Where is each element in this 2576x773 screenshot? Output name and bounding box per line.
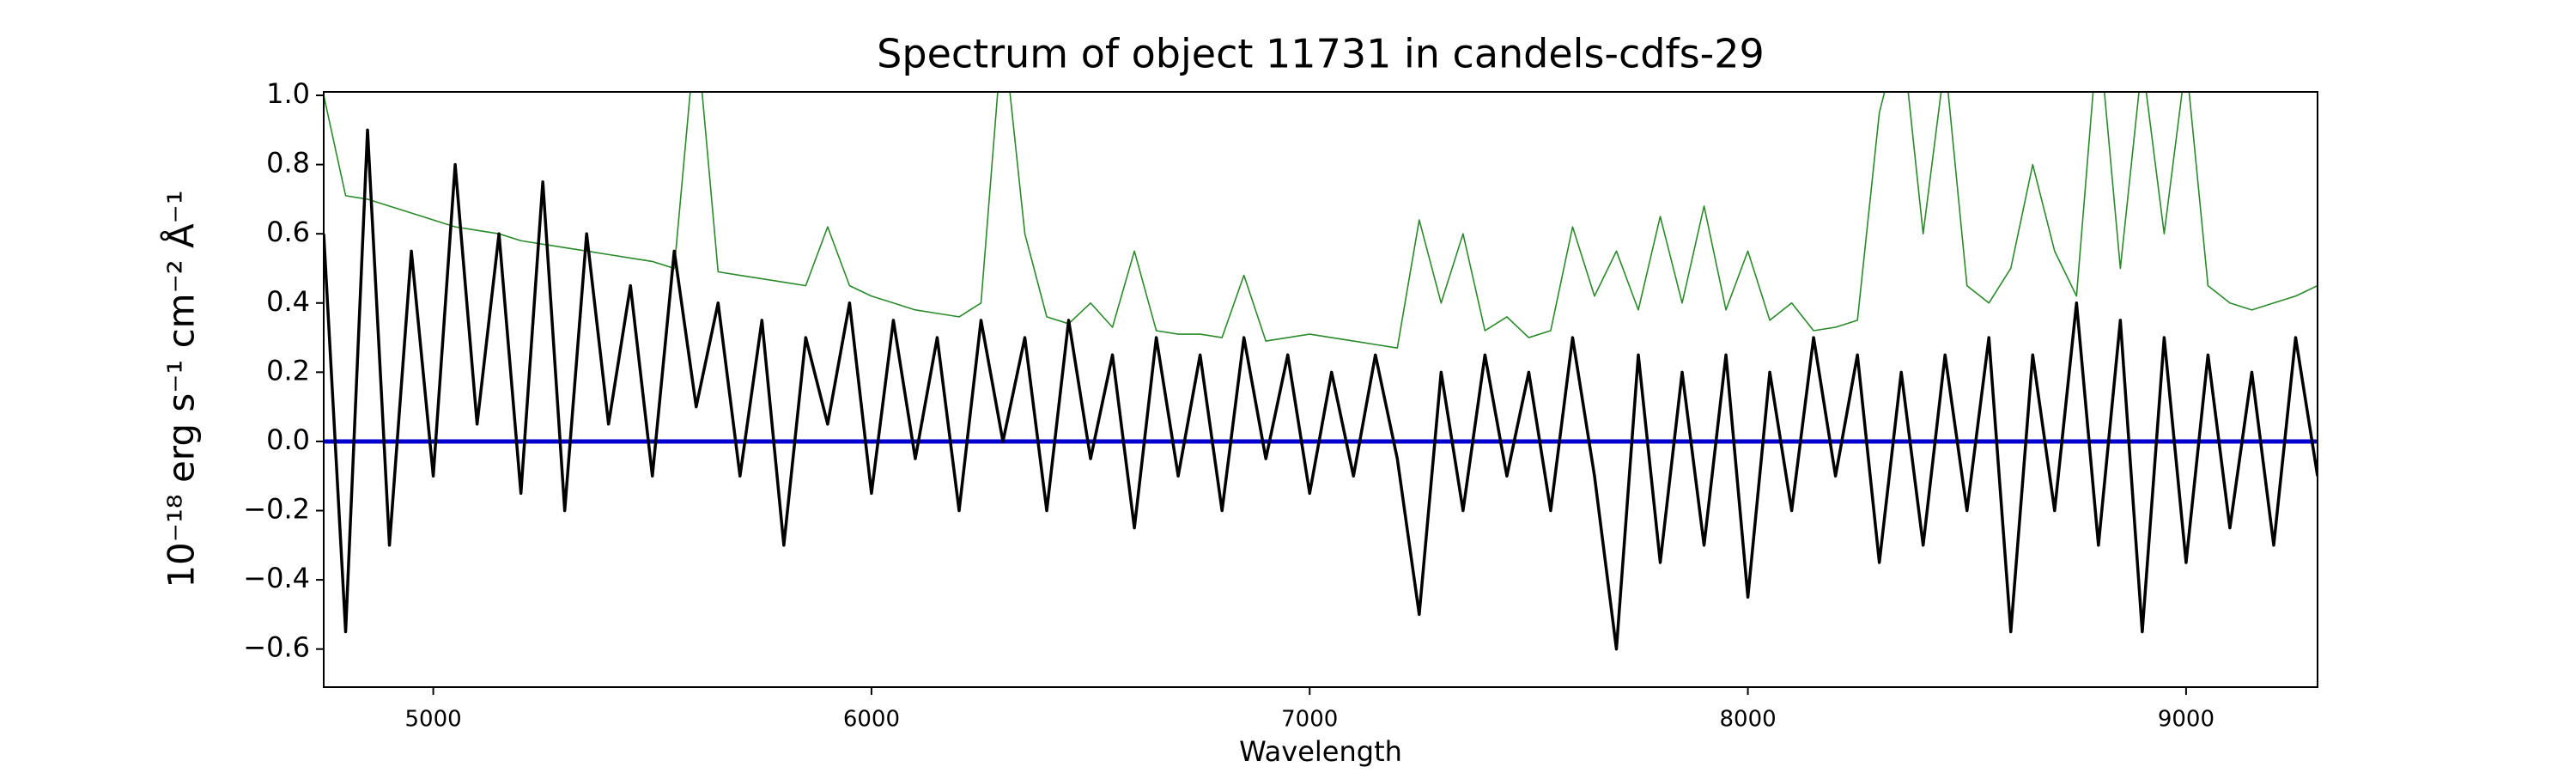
x-axis-label: Wavelength <box>1239 735 1402 768</box>
y-tick-label: 0.8 <box>266 147 310 180</box>
chart-title: Spectrum of object 11731 in candels-cdfs… <box>877 31 1765 77</box>
spectrum-line <box>324 92 2318 349</box>
y-tick-label: −0.2 <box>243 493 310 526</box>
y-tick-label: −0.6 <box>243 631 310 664</box>
spectrum-line <box>324 128 2318 651</box>
y-tick-label: 0.4 <box>266 285 310 318</box>
x-tick-label: 7000 <box>1281 707 1338 733</box>
x-tick-label: 8000 <box>1719 707 1776 733</box>
y-tick-label: 1.0 <box>266 77 310 110</box>
y-tick-label: 0.6 <box>266 216 310 248</box>
plot-area <box>324 92 2318 651</box>
y-tick-label: −0.4 <box>243 562 310 594</box>
x-tick-label: 6000 <box>843 707 900 733</box>
y-axis-label: 10⁻¹⁸ erg s⁻¹ cm⁻² Å⁻¹ <box>160 190 203 587</box>
x-tick-label: 9000 <box>2158 707 2215 733</box>
y-tick-label: 0.0 <box>266 423 310 456</box>
x-tick-label: 5000 <box>404 707 461 733</box>
plot-frame <box>323 91 2318 688</box>
y-tick-label: 0.2 <box>266 354 310 386</box>
